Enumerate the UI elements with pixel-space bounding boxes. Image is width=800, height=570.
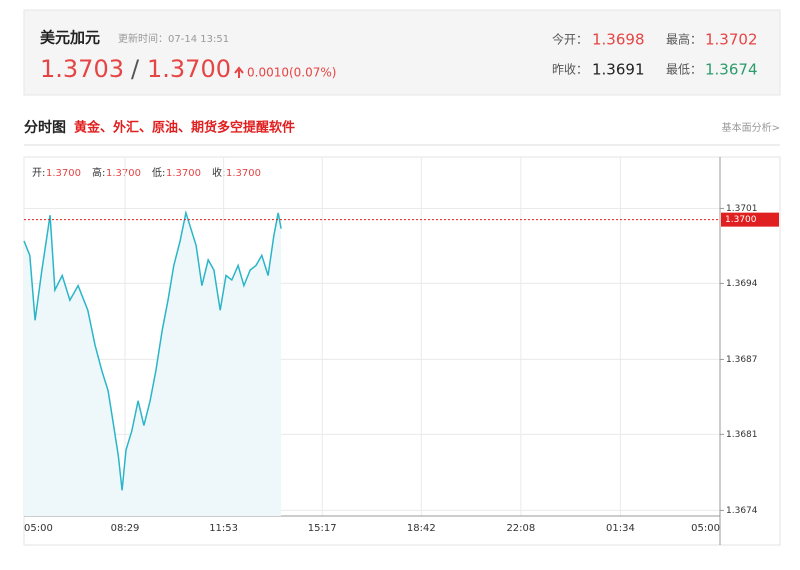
y-tick-label: 1.3701	[726, 204, 758, 214]
promo-link[interactable]: 黄金、外汇、原油、期货多空提醒软件	[74, 120, 295, 136]
separator: /	[131, 55, 140, 83]
price-bid: 1.3703	[40, 55, 124, 83]
change: 0.0010(0.07%)	[247, 66, 336, 80]
x-tick-label: 08:29	[111, 523, 140, 534]
stat-label: 今开：	[552, 32, 588, 47]
x-tick-label: 11:53	[209, 523, 238, 534]
info-label: 开:	[32, 168, 45, 179]
x-tick-label: 01:34	[606, 523, 635, 534]
area	[24, 212, 282, 516]
current-price-label: 1.3700	[725, 215, 757, 225]
y-tick-label: 1.3694	[726, 279, 758, 289]
price-line	[23, 209, 282, 491]
update-time: 更新时间：07-14 13:51	[118, 32, 229, 45]
info-value: 1.3700	[226, 168, 261, 179]
stat-value: 1.3702	[705, 31, 758, 49]
stat-label: 昨收：	[552, 63, 588, 77]
y-tick-label: 1.3681	[726, 430, 758, 440]
info-label: 低:	[152, 166, 165, 179]
stat-label: 最低：	[666, 63, 702, 77]
info-label: 高:	[92, 166, 105, 179]
info-value: 1.3700	[106, 168, 141, 179]
x-tick-label: 15:17	[308, 523, 337, 534]
price-ask: 1.3700	[147, 55, 231, 83]
up-arrow	[234, 66, 244, 78]
section-title: 分时图	[24, 119, 66, 136]
analysis-link[interactable]: 基本面分析>	[722, 121, 780, 134]
x-tick-label: 05:00	[691, 523, 720, 534]
info-label: 收:	[212, 166, 225, 179]
x-tick-label: 22:08	[506, 523, 535, 534]
y-tick-label: 1.3674	[726, 506, 758, 516]
header-box	[23, 9, 781, 96]
info-value: 1.3700	[166, 168, 201, 179]
stat-value: 1.3691	[592, 61, 645, 79]
current-price-box	[721, 212, 779, 227]
x-tick-label: 05:00	[24, 523, 53, 534]
stat-value: 1.3674	[705, 61, 758, 79]
y-tick-label: 1.3687	[726, 355, 758, 365]
stat-label: 最高：	[666, 32, 702, 47]
stat-value: 1.3698	[592, 31, 645, 49]
pair-title: 美元加元	[40, 29, 100, 47]
x-tick-label: 18:42	[407, 523, 436, 534]
info-value: 1.3700	[46, 168, 81, 179]
info-row: 开: 1.3700 高: 1.3700 低: 1.3700 收: 1.3700	[32, 166, 261, 179]
